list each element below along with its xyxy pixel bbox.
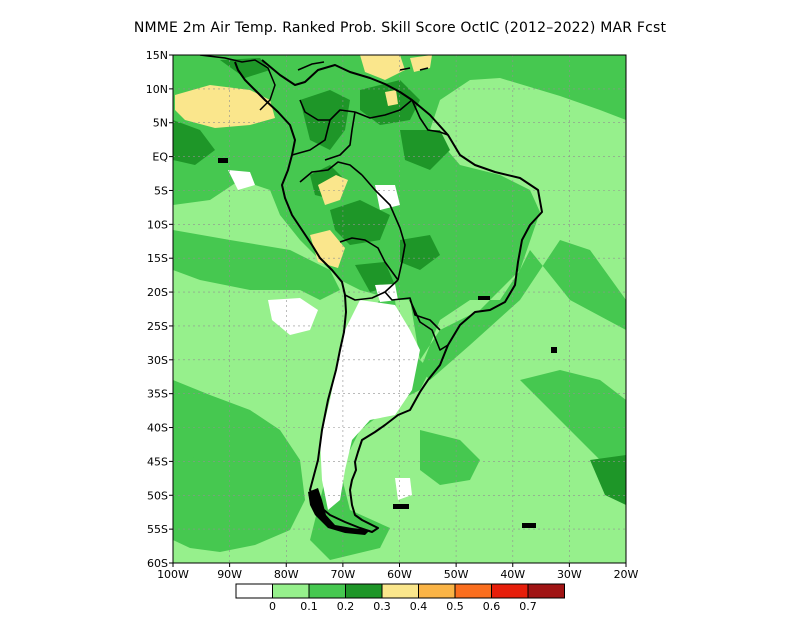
lat-tick-label: 55S xyxy=(147,523,168,536)
colorbar-swatch xyxy=(418,583,456,599)
lat-tick-label: 30S xyxy=(147,354,168,367)
lat-tick-label: 10S xyxy=(147,218,168,231)
skill-band-0-0.1 xyxy=(228,170,420,510)
colorbar-label: 0.4 xyxy=(410,600,428,613)
colorbar-swatch xyxy=(235,583,273,599)
latitude-axis: 15N 10N 5N EQ 5S 10S 15S 20S 25S 30S 35S 40S 45S 50S 5… xyxy=(146,49,173,570)
lat-tick-label: 40S xyxy=(147,422,168,435)
lon-tick-label: 100W xyxy=(157,568,189,581)
lat-tick-label: 5S xyxy=(154,184,168,197)
colorbar-label: 0.6 xyxy=(483,600,501,613)
colorbar-label: 0.7 xyxy=(519,600,537,613)
lat-tick-label: 45S xyxy=(147,455,168,468)
lon-tick-label: 40W xyxy=(500,568,525,581)
lat-tick-label: 15N xyxy=(146,49,168,62)
lat-tick-label: 50S xyxy=(147,489,168,502)
lat-tick-label: 35S xyxy=(147,388,168,401)
central-america-coastline xyxy=(199,55,429,111)
lat-tick-label: 60S xyxy=(147,557,168,570)
colorbar-label: 0.2 xyxy=(337,600,355,613)
colorbar-swatch xyxy=(527,583,565,599)
skill-field xyxy=(173,55,626,563)
longitude-axis: 100W 90W 80W 70W 60W 50W 40W 30W 20W xyxy=(157,563,639,581)
colorbar-swatch xyxy=(308,583,346,599)
colorbar-label: 0 xyxy=(269,600,276,613)
lat-tick-label: EQ xyxy=(152,151,168,164)
lat-tick-label: 5N xyxy=(153,117,168,130)
colorbar-label: 0.1 xyxy=(300,600,318,613)
lon-tick-label: 80W xyxy=(274,568,299,581)
colorbar: 0 0.1 0.2 0.3 0.4 0.5 0.6 0.7 xyxy=(235,583,565,613)
colorbar-label: 0.5 xyxy=(446,600,464,613)
colorbar-swatch xyxy=(345,583,383,599)
lon-tick-label: 50W xyxy=(444,568,469,581)
lon-tick-label: 60W xyxy=(387,568,412,581)
colorbar-swatch xyxy=(491,583,529,599)
colorbar-swatch xyxy=(272,583,310,599)
lat-tick-label: 10N xyxy=(146,83,168,96)
islands xyxy=(218,158,557,535)
country-borders xyxy=(291,99,449,351)
lon-tick-label: 30W xyxy=(557,568,582,581)
lat-tick-label: 20S xyxy=(147,286,168,299)
lon-tick-label: 20W xyxy=(614,568,639,581)
map-title: NMME 2m Air Temp. Ranked Prob. Skill Sco… xyxy=(133,20,667,36)
colorbar-swatch xyxy=(381,583,419,599)
colorbar-label: 0.3 xyxy=(373,600,391,613)
colorbar-swatch xyxy=(454,583,492,599)
lat-tick-label: 25S xyxy=(147,320,168,333)
lat-tick-label: 15S xyxy=(147,252,168,265)
lon-tick-label: 90W xyxy=(217,568,242,581)
graticule xyxy=(173,55,626,563)
south-america-coastline xyxy=(234,59,543,533)
lon-tick-label: 70W xyxy=(330,568,355,581)
